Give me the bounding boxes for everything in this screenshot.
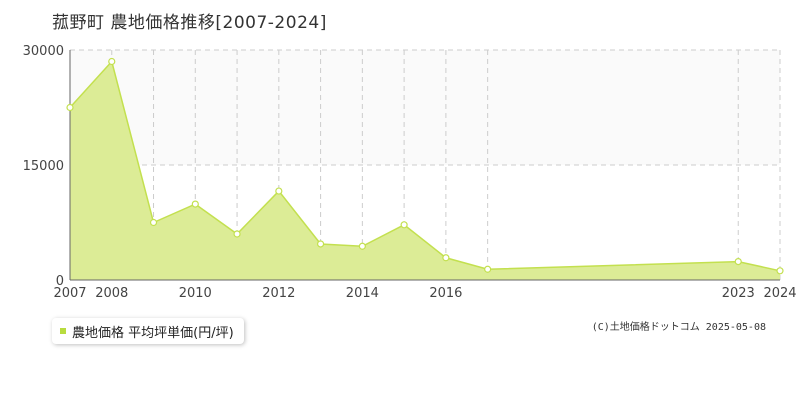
x-tick-label: 2007 (53, 286, 86, 301)
data-point (358, 242, 366, 250)
x-tick-label: 2014 (346, 286, 379, 301)
data-point (233, 230, 241, 238)
credit-text: (C)土地価格ドットコム 2025-05-08 (591, 322, 766, 333)
data-point (191, 200, 199, 208)
plot-upper-band (70, 50, 780, 165)
x-tick-label: 2024 (763, 286, 796, 301)
data-point (149, 218, 158, 227)
x-tick-label: 2023 (722, 286, 755, 301)
chart-title: 菰野町 農地価格推移[2007-2024] (52, 13, 327, 33)
data-point (66, 103, 74, 112)
legend: 農地価格 平均坪単価(円/坪) (52, 318, 244, 344)
data-point (275, 187, 283, 195)
data-point (316, 240, 325, 248)
data-point (442, 254, 450, 262)
x-tick-label: 2010 (179, 286, 212, 301)
series-area (70, 61, 780, 280)
legend-label: 農地価格 平均坪単価(円/坪) (72, 325, 234, 341)
y-tick-label: 30000 (23, 44, 64, 59)
x-tick-label: 2008 (95, 286, 128, 301)
x-tick-label: 2016 (429, 286, 462, 301)
y-tick-label: 15000 (23, 159, 64, 174)
data-point (776, 267, 784, 275)
legend-swatch (60, 328, 66, 334)
data-point (108, 57, 116, 66)
x-tick-label: 2012 (262, 286, 295, 301)
data-point (400, 221, 408, 229)
data-point (484, 265, 492, 273)
y-tick-label: 0 (56, 274, 64, 289)
data-point (734, 258, 742, 266)
